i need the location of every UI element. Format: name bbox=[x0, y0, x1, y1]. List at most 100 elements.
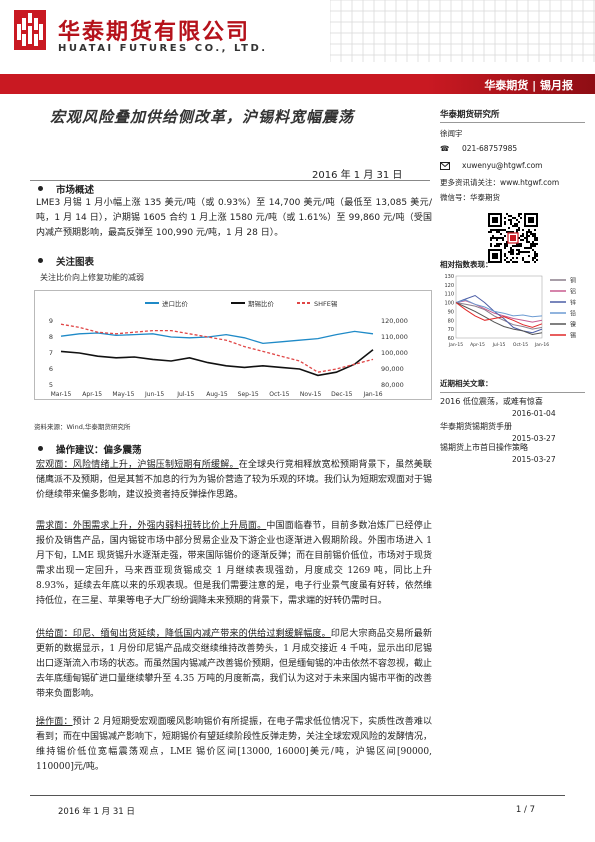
bullet-icon bbox=[38, 186, 43, 191]
perf-x-tick-label: Jul-15 bbox=[492, 342, 506, 348]
advice-operation-lead: 操作面： bbox=[36, 717, 73, 727]
perf-y-tick-label: 120 bbox=[444, 283, 454, 289]
article-title[interactable]: 华泰期货锡期货手册 bbox=[440, 422, 512, 431]
series-line bbox=[60, 330, 374, 345]
footer-divider bbox=[30, 795, 565, 796]
chart-source: 资料来源：Wind,华泰期货研究所 bbox=[34, 423, 131, 431]
perf-plot-area bbox=[455, 275, 543, 339]
x-tick-label: Jun-15 bbox=[144, 391, 164, 398]
x-tick-label: Jan-16 bbox=[362, 391, 382, 398]
advice-demand-body: 中国面临春节，目前多数冶炼厂已经停止报价及销售产品，国内锡锭市场中部分贸易企业及… bbox=[36, 521, 432, 606]
section-title-advice: 操作建议：偏多震荡 bbox=[56, 445, 142, 456]
article-title[interactable]: 2016 低位震荡，或难有惊喜 bbox=[440, 397, 543, 406]
advice-demand-lead: 需求面：外围需求上升，外强内弱料扭转比价上升局面。 bbox=[36, 521, 267, 531]
perf-legend-label: 铝 bbox=[570, 288, 576, 296]
main-chart-frame: 进口比价 期锡比价 SHFE锡 5 6 7 8 9 80,000 90,000 100,000 110… bbox=[34, 290, 432, 400]
perf-series-line bbox=[455, 299, 543, 318]
page-number: 1 / 7 bbox=[515, 805, 535, 815]
perf-series-line bbox=[455, 302, 543, 328]
footer-date: 2016 年 1 月 31 日 bbox=[58, 807, 135, 817]
x-tick-label: Apr-15 bbox=[82, 391, 102, 398]
y-right-tick-label: 90,000 bbox=[381, 365, 404, 373]
sidebar-institute: 华泰期货研究所 bbox=[440, 110, 500, 120]
bullet-icon bbox=[38, 258, 43, 263]
relative-index-chart: 60 70 80 90 100 110 120 130 Jan-15 Apr-15 Jul-15 Oc… bbox=[444, 274, 576, 348]
x-tick-label: Jul-15 bbox=[176, 391, 194, 398]
y-right-tick-label: 110,000 bbox=[381, 333, 408, 341]
relative-index-title: 相对指数表现： bbox=[440, 260, 493, 269]
article-title[interactable]: 锡期货上市首日操作策略 bbox=[440, 443, 528, 452]
header-red-bar bbox=[0, 74, 595, 94]
advice-paragraph-supply: 供给面：印尼、缅甸出货延续，降低国内减产带来的供给过剩缓解幅度。印尼大宗商品交易… bbox=[36, 627, 432, 702]
advice-paragraph-macro: 宏观面：风险情绪上升，沪锡压制短期有所缓解。在全球央行竞相释放宽松预期背景下，虽… bbox=[36, 458, 432, 503]
section-title-chart: 关注图表 bbox=[56, 257, 95, 268]
perf-y-tick-label: 60 bbox=[448, 336, 454, 342]
x-tick-label: Aug-15 bbox=[206, 391, 228, 398]
y-left-tick-label: 6 bbox=[49, 365, 53, 373]
recent-articles-title: 近期相关文章： bbox=[440, 379, 493, 388]
sidebar-divider bbox=[440, 122, 585, 123]
advice-macro-body: 在全球央行竞相释放宽松预期背景下，虽然美联储鹰派不及预期，但是其暂不加息的行为为… bbox=[36, 460, 433, 500]
chart-caption: 关注比价向上修复功能的减弱 bbox=[40, 273, 144, 282]
x-tick-label: Dec-15 bbox=[331, 391, 353, 398]
legend-label: SHFE锡 bbox=[314, 299, 338, 308]
series-line bbox=[60, 323, 374, 373]
company-logo bbox=[14, 10, 46, 50]
advice-supply-lead: 供给面：印尼、缅甸出货延续，降低国内减产带来的供给过剩缓解幅度。 bbox=[36, 629, 331, 639]
x-tick-label: Nov-15 bbox=[300, 391, 322, 398]
email-icon bbox=[440, 162, 450, 172]
brand-english-name: HUATAI FUTURES CO., LTD. bbox=[58, 43, 268, 54]
y-left-tick-label: 5 bbox=[49, 381, 53, 389]
analyst-email[interactable]: xuwenyu@htgwf.com bbox=[462, 161, 543, 170]
perf-x-tick-label: Jan-16 bbox=[534, 342, 549, 348]
advice-paragraph-operation: 操作面：预计 2 月短期受宏观面暖风影响锡价有所提振，在电子需求低位情况下，实质… bbox=[36, 715, 432, 775]
price-ratio-chart: 进口比价 期锡比价 SHFE锡 5 6 7 8 9 80,000 90,000 100,000 110… bbox=[49, 299, 408, 398]
analyst-name: 徐闻宇 bbox=[440, 129, 463, 138]
advice-operation-body: 预计 2 月短期受宏观面暖风影响锡价有所提振，在电子需求低位情况下，实质性改善难… bbox=[36, 717, 433, 772]
section-title-market: 市场概述 bbox=[56, 185, 95, 196]
article-date: 2015-03-27 bbox=[512, 455, 556, 464]
perf-x-tick-label: Oct-15 bbox=[513, 342, 528, 348]
more-info-link[interactable]: 更多资讯请关注：www.htgwf.com bbox=[440, 178, 560, 187]
advice-paragraph-demand: 需求面：外围需求上升，外强内弱料扭转比价上升局面。中国面临春节，目前多数冶炼厂已… bbox=[36, 519, 432, 609]
article-date: 2016-01-04 bbox=[512, 409, 556, 418]
perf-y-tick-label: 130 bbox=[444, 274, 454, 280]
recent-articles-divider bbox=[440, 392, 585, 393]
phone-icon: ☎ bbox=[440, 144, 450, 153]
wechat-id: 微信号：华泰期货 bbox=[440, 193, 500, 202]
qr-code-icon bbox=[488, 213, 538, 263]
y-left-tick-label: 7 bbox=[49, 349, 53, 357]
perf-legend-label: 锡 bbox=[570, 332, 576, 340]
x-tick-label: May-15 bbox=[112, 391, 134, 398]
perf-x-tick-label: Apr-15 bbox=[470, 342, 485, 348]
perf-legend-label: 铅 bbox=[570, 310, 576, 318]
analyst-phone: 021-68757985 bbox=[462, 144, 518, 153]
report-type-tag: 华泰期货 | 锡月报 bbox=[484, 79, 573, 92]
x-tick-label: Mar-15 bbox=[51, 391, 72, 398]
advice-supply-body: 印尼大宗商品交易所最新更新的数据显示，1 月份印尼锡产品成交继续维持改善势头，1… bbox=[36, 629, 433, 699]
perf-y-tick-label: 100 bbox=[444, 301, 454, 307]
y-left-tick-label: 9 bbox=[49, 317, 53, 325]
brand-chinese-name: 华泰期货有限公司 bbox=[58, 20, 251, 45]
advice-macro-lead: 宏观面：风险情绪上升，沪锡压制短期有所缓解。 bbox=[36, 460, 239, 470]
header-grid-decoration bbox=[330, 0, 595, 62]
x-tick-label: Oct-15 bbox=[269, 391, 289, 398]
perf-series-line bbox=[455, 302, 543, 336]
perf-y-tick-label: 90 bbox=[448, 309, 454, 315]
perf-y-tick-label: 80 bbox=[448, 318, 454, 324]
perf-y-tick-label: 110 bbox=[444, 292, 454, 298]
perf-series-line bbox=[455, 294, 543, 334]
article-date: 2015-03-27 bbox=[512, 434, 556, 443]
y-right-tick-label: 100,000 bbox=[381, 349, 408, 357]
legend-label: 进口比价 bbox=[162, 299, 189, 308]
title-divider bbox=[30, 180, 430, 181]
perf-x-tick-label: Jan-15 bbox=[448, 342, 463, 348]
x-tick-label: Sep-15 bbox=[238, 391, 259, 398]
report-title: 宏观风险叠加供给侧改革，沪锡料宽幅震荡 bbox=[50, 108, 355, 126]
series-line bbox=[60, 349, 374, 377]
legend-label: 期锡比价 bbox=[248, 299, 275, 308]
y-left-tick-label: 8 bbox=[49, 333, 53, 341]
y-right-tick-label: 120,000 bbox=[381, 317, 408, 325]
market-overview-text: LME3 月锡 1 月小幅上涨 135 美元/吨（或 0.93%）至 14,70… bbox=[36, 198, 432, 238]
perf-legend-label: 镍 bbox=[570, 321, 576, 329]
